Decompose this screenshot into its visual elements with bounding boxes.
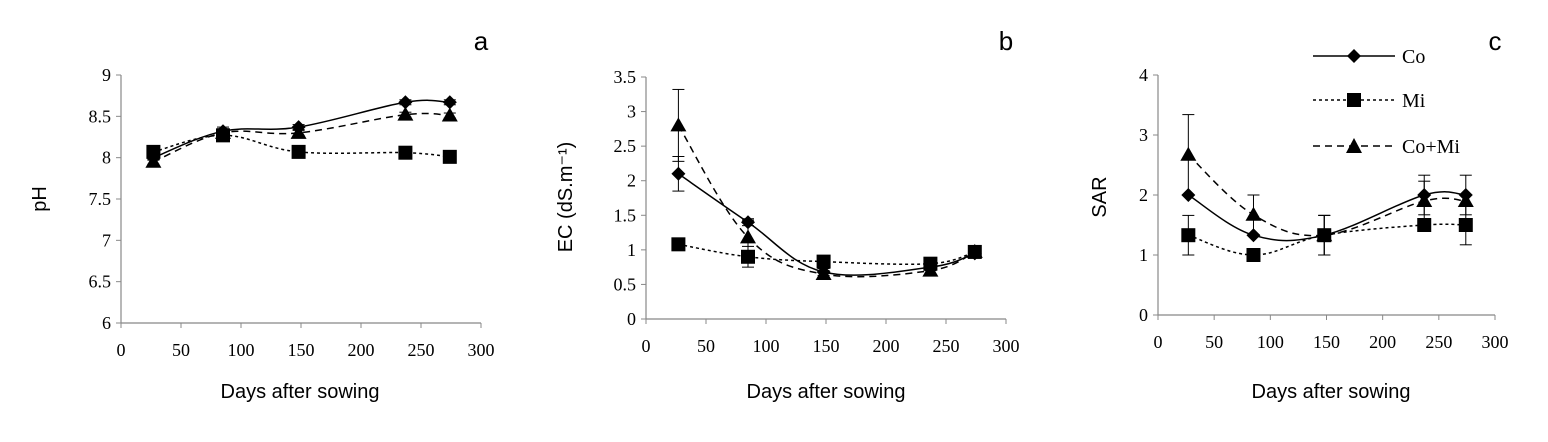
data-point-comi [145,153,162,168]
data-point-mi [816,254,831,269]
legend-label-mi: Mi [1402,90,1426,112]
y-tick-label: 3 [1139,125,1148,145]
y-tick-label: 8 [102,148,111,168]
x-tick-label: 50 [172,340,190,360]
x-tick-label: 300 [468,340,495,360]
data-point-mi [291,144,306,159]
data-point-comi [1457,193,1474,207]
data-point-mi [1417,218,1432,232]
y-axis-label: SAR [1089,176,1111,217]
data-point-comi [1416,193,1433,207]
series-line-comi [677,125,976,278]
panel-a: 6 6.5 7 7.5 8 8.5 9 0 50 100 150 200 250 300 [89,65,495,360]
x-tick-label: 200 [1369,332,1396,352]
data-point-mi [671,237,686,252]
legend-marker-comi [1346,138,1362,153]
series-line-comi [1187,154,1466,237]
x-tick-label: 200 [873,336,900,356]
data-point-co [442,95,457,110]
series-line-comi [153,112,450,163]
data-point-co [671,166,686,181]
x-tick-label: 300 [993,336,1020,356]
x-tick-label: 100 [1257,332,1284,352]
y-tick-label: 1.5 [614,205,637,225]
data-point-mi [442,149,457,164]
data-point-mi [398,145,413,160]
y-tick-label: 9 [102,65,111,85]
x-tick-label: 0 [117,340,126,360]
data-point-mi [741,249,755,264]
data-point-comi [740,229,756,244]
x-tick-label: 250 [408,340,435,360]
x-axis-label: Days after sowing [1252,381,1411,403]
panel-c: 0 1 2 3 4 0 50 100 150 200 250 300 [1139,65,1509,352]
panel-letter-a: a [474,26,489,56]
x-tick-label: 150 [1313,332,1340,352]
y-tick-label: 0 [1139,305,1148,325]
y-tick-label: 3 [627,102,636,122]
legend-label-comi: Co+Mi [1402,136,1460,158]
y-tick-label: 6 [102,313,111,333]
y-tick-label: 6.5 [89,272,112,292]
x-axis-label: Days after sowing [221,381,380,403]
x-tick-label: 50 [1205,332,1223,352]
data-point-comi [290,124,307,139]
y-tick-label: 0 [627,309,636,329]
panel-letter-b: b [999,26,1013,56]
y-tick-label: 2 [1139,185,1148,205]
series-line-mi [153,134,450,158]
x-tick-label: 150 [288,340,315,360]
y-axis-label: pH [29,186,51,212]
x-tick-label: 0 [1154,332,1163,352]
x-tick-label: 250 [933,336,960,356]
y-tick-label: 1 [627,240,636,260]
data-point-comi [815,266,832,281]
data-point-comi [966,243,983,258]
legend-label-co: Co [1402,46,1425,68]
x-tick-label: 100 [228,340,255,360]
data-point-comi [670,117,687,132]
y-tick-label: 8.5 [89,106,112,126]
data-point-mi [1458,218,1473,232]
panel-letter-c: c [1489,26,1502,56]
x-tick-label: 200 [348,340,375,360]
y-tick-label: 1 [1139,245,1148,265]
legend-marker-co [1347,49,1361,63]
data-point-co [398,95,413,110]
x-axis-label: Days after sowing [747,381,906,403]
data-point-comi [215,124,231,139]
y-tick-label: 7.5 [89,189,112,209]
data-point-comi [922,262,939,277]
legend-marker-mi [1347,93,1361,107]
y-tick-label: 2 [627,171,636,191]
x-tick-label: 100 [753,336,780,356]
x-tick-label: 250 [1425,332,1452,352]
x-tick-label: 300 [1482,332,1509,352]
data-point-comi [397,106,414,121]
y-tick-label: 2.5 [614,136,637,156]
y-tick-label: 3.5 [614,67,637,87]
data-point-mi [1246,248,1261,262]
data-point-mi [146,144,161,159]
panel-b: 0 0.5 1 1.5 2 2.5 3 3.5 0 50 100 150 200 250 300 [614,67,1020,356]
data-point-comi [1180,146,1197,161]
x-tick-label: 0 [642,336,651,356]
x-tick-label: 150 [813,336,840,356]
data-point-comi [441,107,458,122]
data-point-mi [1181,228,1196,243]
data-point-comi [1316,227,1333,242]
data-point-comi [1245,206,1262,221]
x-tick-label: 50 [697,336,715,356]
y-tick-label: 7 [102,230,111,250]
legend: Co Mi Co+Mi [1313,46,1460,158]
data-point-co [1246,228,1261,243]
y-axis-label: EC (dS.m⁻¹) [555,142,577,253]
y-tick-label: 4 [1139,65,1148,85]
y-tick-label: 0.5 [614,274,637,294]
